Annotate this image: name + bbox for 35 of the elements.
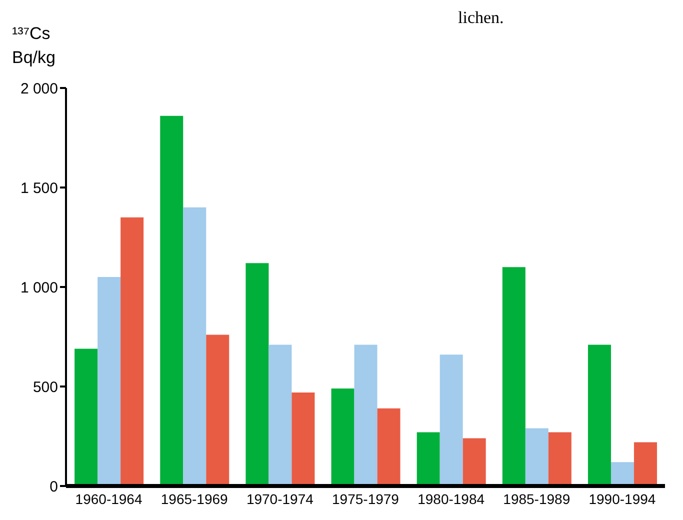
bar bbox=[588, 344, 611, 486]
x-tick-label: 1975-1979 bbox=[332, 490, 400, 507]
y-tick-label: 500 bbox=[32, 378, 58, 396]
x-tick-label: 1960-1964 bbox=[75, 490, 142, 507]
bar bbox=[292, 392, 315, 486]
bar bbox=[206, 334, 230, 486]
x-tick-label: 1985-1989 bbox=[503, 490, 570, 507]
bar bbox=[183, 207, 206, 486]
bar bbox=[440, 354, 463, 486]
y-tick-label: 1 000 bbox=[20, 279, 58, 296]
bar bbox=[74, 348, 98, 486]
bar bbox=[120, 217, 144, 486]
x-tick-label: 1965-1969 bbox=[160, 490, 228, 507]
text: lichen. bbox=[458, 8, 504, 28]
y-tick-label: 0 bbox=[50, 478, 58, 496]
bar bbox=[246, 263, 269, 486]
bar bbox=[98, 277, 121, 486]
bar bbox=[354, 344, 378, 486]
y-tick-label: 1 500 bbox=[20, 180, 58, 197]
bar bbox=[502, 267, 526, 486]
bar bbox=[634, 442, 657, 486]
x-tick-label: 1970-1974 bbox=[246, 490, 314, 507]
bar bbox=[268, 344, 292, 486]
bar bbox=[610, 462, 634, 486]
bar bbox=[462, 438, 486, 486]
bar bbox=[377, 408, 400, 486]
bar bbox=[548, 432, 572, 486]
x-tick-label: 1990-1994 bbox=[588, 490, 656, 507]
bar bbox=[416, 432, 440, 486]
bar bbox=[331, 388, 354, 486]
x-tick-label: 1980-1984 bbox=[418, 490, 485, 507]
bar bbox=[525, 428, 548, 486]
y-axis-title: ¹³⁷Cs Bq/kg bbox=[12, 23, 56, 69]
bar bbox=[160, 116, 184, 486]
y-tick-label: 2 000 bbox=[20, 80, 58, 98]
